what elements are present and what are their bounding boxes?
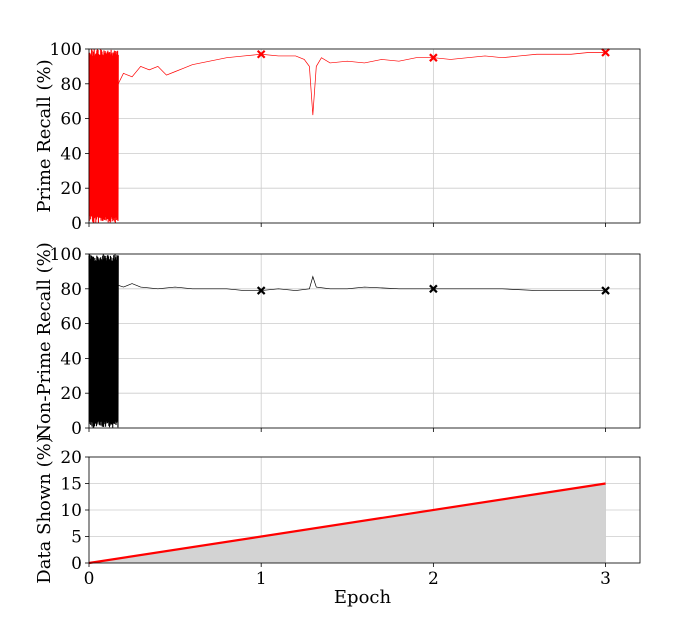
x-tick-label: 1 bbox=[256, 569, 267, 589]
data-shown-line bbox=[88, 482, 606, 565]
epoch-marker bbox=[429, 53, 438, 62]
data-shown-panel: 0 5 10 15 20 0 1 2 3 Data Shown (%) Epoch bbox=[34, 436, 641, 608]
epoch-marker bbox=[256, 49, 266, 59]
y-tick-label: 20 bbox=[60, 448, 82, 468]
y-tick-label: 60 bbox=[60, 110, 82, 130]
epoch-marker bbox=[429, 284, 438, 294]
y-tick-label: 15 bbox=[60, 475, 82, 495]
marker-stroke bbox=[601, 48, 610, 57]
y-axis-label: Prime Recall (%) bbox=[34, 59, 55, 212]
recall-line bbox=[118, 275, 606, 291]
y-tick-label: 100 bbox=[50, 245, 82, 265]
x-axis-label: Epoch bbox=[334, 587, 392, 608]
x-tick-label: 0 bbox=[84, 569, 95, 589]
y-tick-label: 100 bbox=[50, 40, 82, 60]
y-axis-label: Data Shown (%) bbox=[34, 436, 55, 583]
early-oscillation-line bbox=[88, 254, 119, 428]
epoch-marker bbox=[601, 286, 610, 295]
marker-stroke bbox=[429, 284, 438, 294]
y-axis-label: Non-Prime Recall (%) bbox=[34, 242, 55, 440]
y-tick-label: 10 bbox=[60, 501, 82, 521]
y-tick-label: 40 bbox=[60, 144, 82, 164]
marker-stroke bbox=[256, 286, 266, 295]
y-tick-label: 5 bbox=[71, 528, 82, 548]
epoch-marker bbox=[601, 48, 610, 57]
y-tick-label: 0 bbox=[71, 554, 82, 574]
y-tick-label: 80 bbox=[60, 75, 82, 95]
y-tick-label: 80 bbox=[60, 280, 82, 300]
recall-line bbox=[117, 52, 606, 116]
x-tick-label: 3 bbox=[600, 569, 611, 589]
marker-stroke bbox=[256, 49, 266, 59]
x-tick-label: 2 bbox=[428, 569, 439, 589]
y-tick-label: 0 bbox=[71, 419, 82, 439]
marker-stroke bbox=[429, 53, 438, 62]
marker-stroke bbox=[601, 286, 610, 295]
y-tick-label: 40 bbox=[60, 349, 82, 369]
y-tick-label: 20 bbox=[60, 179, 82, 199]
y-tick-label: 0 bbox=[71, 214, 82, 234]
y-tick-label: 20 bbox=[60, 384, 82, 404]
plot-frame bbox=[88, 48, 641, 224]
early-oscillation-line bbox=[88, 49, 119, 224]
y-tick-label: 60 bbox=[60, 315, 82, 335]
epoch-marker bbox=[256, 286, 266, 295]
plot-frame bbox=[88, 253, 641, 429]
